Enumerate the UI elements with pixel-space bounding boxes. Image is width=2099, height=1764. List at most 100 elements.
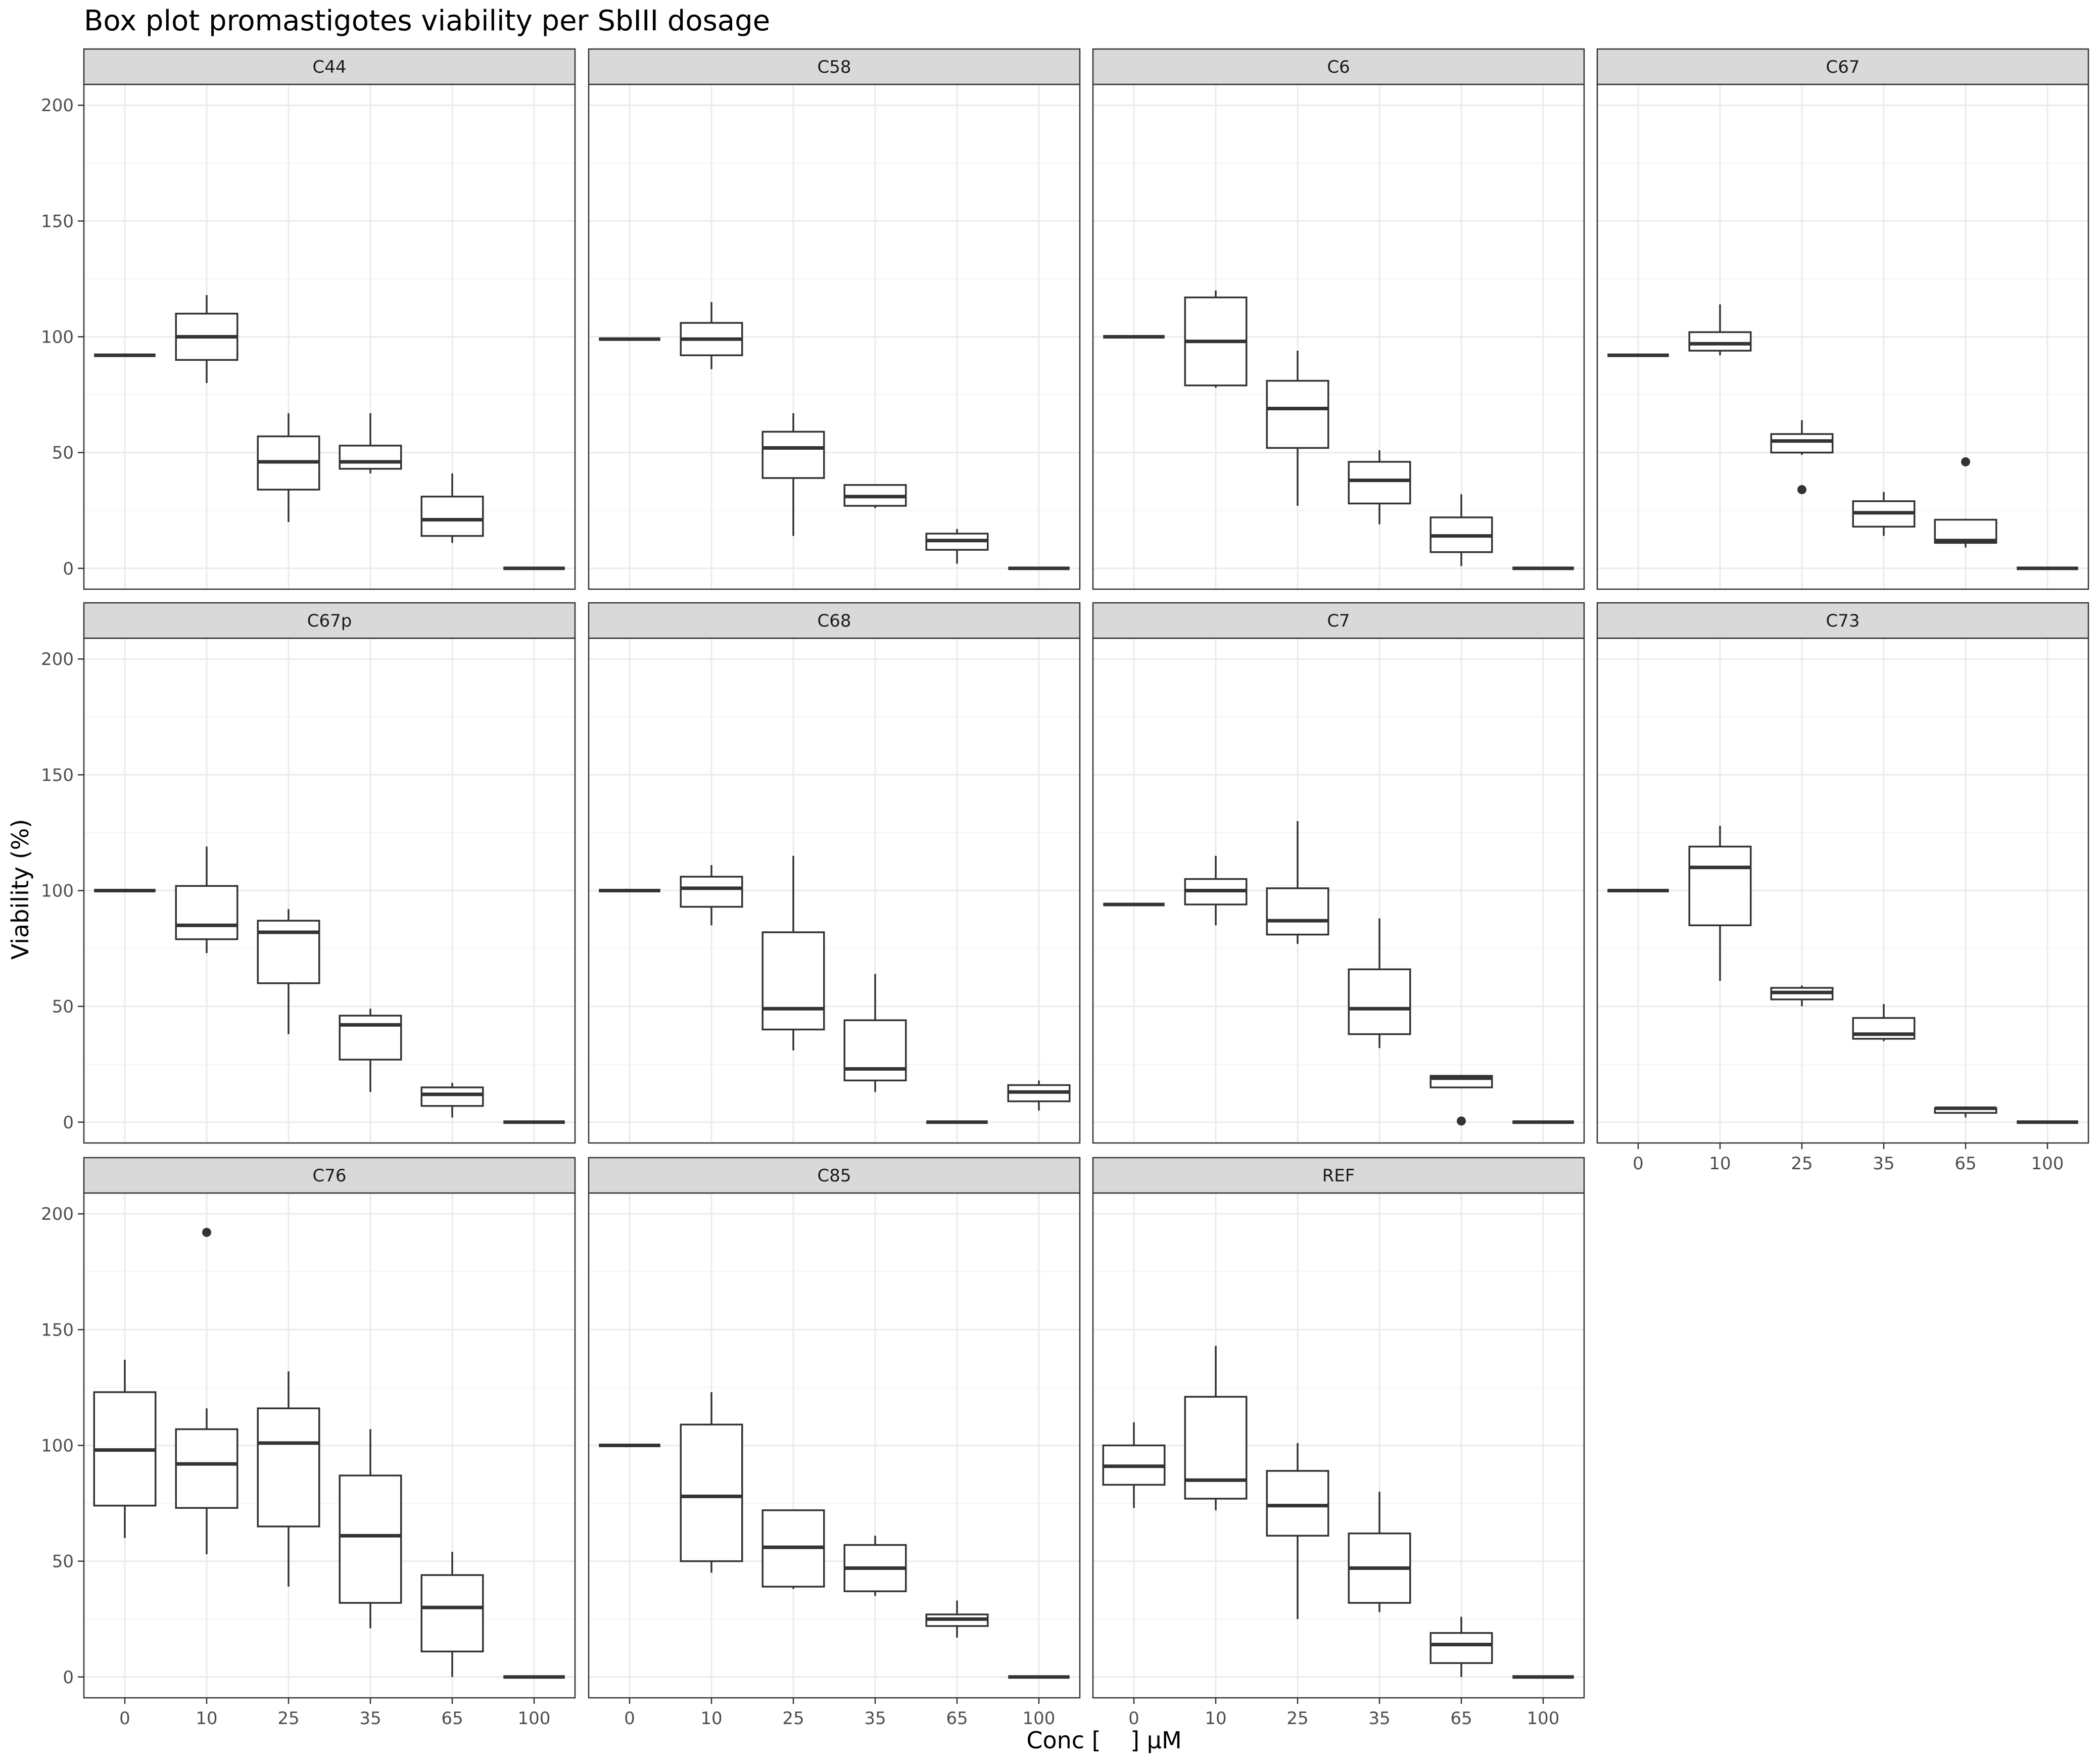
x-tick-label: 100 (518, 1708, 551, 1729)
facet-strip-label: C58 (817, 57, 851, 77)
box-c7-10 (1184, 855, 1248, 926)
x-tick-label: 100 (1023, 1708, 1056, 1729)
box-c76-10 (175, 1227, 238, 1554)
box-c44-25 (257, 413, 320, 522)
y-tick-label: 200 (41, 96, 74, 116)
box-c67-25 (1770, 420, 1834, 494)
x-tick-label: 0 (1128, 1708, 1139, 1729)
box-c85-65 (925, 1600, 989, 1638)
facet-panel-ref: REF 0 10 25 35 65 100 (1092, 1157, 1585, 1729)
x-tick-label: 25 (1791, 1154, 1812, 1174)
facet-panel-c76: C76 0 50 100 150 200 0 10 25 35 65 100 (41, 1157, 576, 1729)
facet-strip (1092, 48, 1585, 85)
box-body (420, 1086, 484, 1107)
x-tick-label: 100 (1527, 1708, 1560, 1729)
box-c58-25 (761, 413, 825, 536)
box-body (257, 1407, 320, 1528)
facet-strip-label: C67 (1826, 57, 1859, 77)
box-c76-65 (420, 1552, 484, 1677)
x-tick-label: 0 (119, 1708, 130, 1729)
facet-strip-label: C67p (307, 611, 352, 631)
outlier-point (1961, 457, 1970, 466)
x-tick-label: 35 (864, 1708, 886, 1729)
facet-strip (1092, 1157, 1585, 1194)
x-tick-label: 25 (1286, 1708, 1308, 1729)
box-c68-10 (680, 865, 743, 926)
facet-panel-c7: C7 (1092, 602, 1585, 1144)
facet-strip (588, 1157, 1081, 1194)
y-tick-label: 100 (41, 881, 74, 901)
box-c85-25 (761, 1509, 825, 1589)
x-tick-label: 100 (2031, 1154, 2064, 1174)
x-tick-label: 35 (359, 1708, 381, 1729)
box-body (1770, 433, 1834, 454)
box-c76-35 (339, 1429, 402, 1629)
box-ref-35 (1348, 1492, 1411, 1612)
box-c58-65 (925, 529, 989, 564)
box-c67-10 (1688, 304, 1752, 356)
box-body (175, 885, 238, 940)
y-tick-label: 0 (63, 559, 74, 579)
box-c76-25 (257, 1371, 320, 1587)
y-tick-label: 150 (41, 1320, 74, 1340)
box-c7-35 (1348, 918, 1411, 1048)
box-ref-65 (1429, 1616, 1493, 1677)
x-tick-label: 10 (1709, 1154, 1731, 1174)
box-c67p-65 (420, 1082, 484, 1118)
x-tick-label: 65 (1954, 1154, 1976, 1174)
box-c85-10 (680, 1392, 743, 1573)
y-tick-label: 200 (41, 649, 74, 670)
x-tick-label: 0 (1633, 1154, 1644, 1174)
facet-strip (588, 602, 1081, 639)
y-tick-label: 200 (41, 1204, 74, 1224)
x-tick-label: 65 (441, 1708, 463, 1729)
box-ref-10 (1184, 1346, 1248, 1510)
box-body (761, 931, 825, 1031)
box-c6-65 (1429, 494, 1493, 566)
y-tick-label: 100 (41, 327, 74, 348)
facet-panel-c44: C44 0 50 100 150 200 (41, 48, 576, 590)
box-ref-0 (1102, 1422, 1166, 1508)
y-tick-label: 50 (52, 997, 74, 1017)
box-body (680, 1423, 743, 1562)
facet-panel-c58: C58 (588, 48, 1081, 590)
box-c68-100 (1007, 1080, 1071, 1111)
facet-panel-c68: C68 (588, 602, 1081, 1144)
facet-strip (83, 1157, 576, 1194)
facet-strip-label: C68 (817, 611, 851, 631)
facet-strip-label: C73 (1826, 611, 1859, 631)
box-body (339, 1474, 402, 1604)
facet-strip (588, 48, 1081, 85)
box-c73-65 (1934, 1106, 1997, 1118)
outlier-point (1457, 1116, 1466, 1126)
y-tick-label: 0 (63, 1667, 74, 1688)
box-c44-10 (175, 295, 238, 384)
facet-strip-label: C85 (817, 1166, 851, 1186)
box-c58-35 (843, 484, 907, 508)
box-body (1266, 379, 1329, 449)
facet-strip-label: REF (1322, 1166, 1355, 1186)
box-c44-65 (420, 473, 484, 543)
box-body (420, 1574, 484, 1653)
x-tick-label: 35 (1873, 1154, 1894, 1174)
box-c58-10 (680, 302, 743, 369)
facet-strip (83, 48, 576, 85)
chart-title: Box plot promastigotes viability per SbI… (84, 5, 770, 37)
y-tick-label: 50 (52, 443, 74, 463)
box-c6-10 (1184, 290, 1248, 388)
box-body (1429, 1632, 1493, 1664)
box-body (761, 431, 825, 479)
y-tick-label: 100 (41, 1436, 74, 1456)
box-body (420, 495, 484, 537)
box-body (1348, 968, 1411, 1035)
box-c44-35 (339, 413, 402, 473)
box-c85-35 (843, 1536, 907, 1596)
box-c68-25 (761, 855, 825, 1051)
facet-strip (1596, 48, 2089, 85)
box-body (680, 876, 743, 908)
box-c6-25 (1266, 350, 1329, 506)
box-body (257, 920, 320, 984)
box-c73-25 (1770, 985, 1834, 1007)
